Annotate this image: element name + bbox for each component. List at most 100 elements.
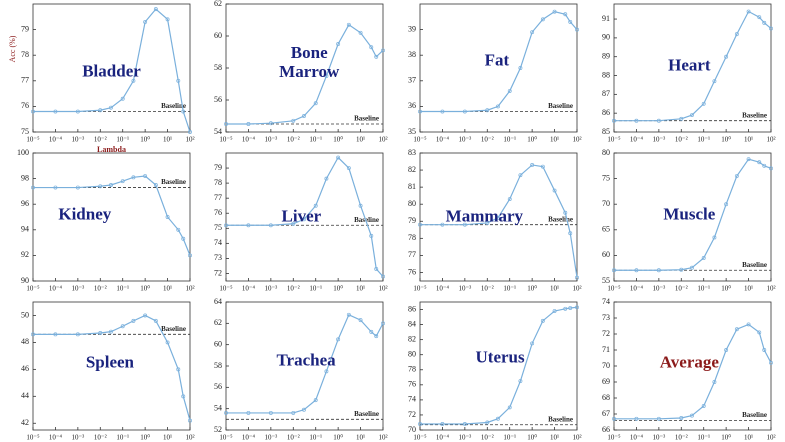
x-tick-label: 10⁻¹ xyxy=(116,285,129,293)
data-point xyxy=(268,223,273,228)
data-point xyxy=(656,268,661,273)
data-point xyxy=(246,410,251,415)
x-tick-label: 10⁰ xyxy=(527,434,537,442)
data-point xyxy=(575,305,579,310)
x-tick-label: 10⁻⁵ xyxy=(607,434,621,442)
data-point xyxy=(181,236,186,241)
data-point xyxy=(724,202,729,207)
x-tick-label: 10⁻³ xyxy=(264,136,277,144)
data-point xyxy=(563,210,568,215)
data-point xyxy=(53,332,58,337)
data-point xyxy=(712,79,717,84)
x-tick-label: 10⁻¹ xyxy=(309,285,322,293)
data-point xyxy=(120,324,125,329)
y-tick-label: 56 xyxy=(214,382,222,391)
x-tick-label: 10² xyxy=(766,136,775,144)
data-point xyxy=(120,179,125,184)
y-tick-label: 35 xyxy=(408,127,416,136)
data-point xyxy=(291,221,296,226)
data-point xyxy=(381,48,385,53)
x-tick-label: 10⁻³ xyxy=(652,136,665,144)
plot-frame xyxy=(419,3,578,133)
baseline-label: Baseline xyxy=(742,111,767,119)
data-point xyxy=(418,422,422,426)
x-tick-label: 10⁻³ xyxy=(458,285,471,293)
x-tick-label: 10⁻⁴ xyxy=(436,434,450,442)
data-point xyxy=(568,306,573,310)
x-axis-label: Lambda xyxy=(97,145,126,154)
y-tick-label: 79 xyxy=(21,24,29,33)
data-line xyxy=(420,306,578,425)
x-tick-label: 10⁻¹ xyxy=(309,434,322,442)
x-tick-label: 10⁻¹ xyxy=(116,136,129,144)
data-point xyxy=(656,416,661,421)
y-tick-label: 74 xyxy=(214,238,222,247)
data-point xyxy=(324,369,329,374)
data-point xyxy=(496,215,500,220)
y-tick-label: 58 xyxy=(214,361,222,370)
y-tick-label: 80 xyxy=(602,148,610,157)
data-point xyxy=(518,66,523,70)
y-tick-label: 54 xyxy=(214,127,222,136)
x-tick-label: 10⁻² xyxy=(675,285,688,293)
x-tick-label: 10⁰ xyxy=(140,434,150,442)
data-point xyxy=(176,227,181,232)
data-line xyxy=(614,323,772,420)
data-point xyxy=(302,217,306,222)
y-tick-label: 78 xyxy=(408,233,416,242)
y-tick-label: 70 xyxy=(602,199,610,208)
x-tick-label: 10⁻⁴ xyxy=(436,136,450,144)
data-point xyxy=(313,398,318,403)
x-tick-label: 10⁻² xyxy=(675,434,688,442)
x-tick-label: 10¹ xyxy=(550,434,559,442)
y-tick-label: 38 xyxy=(408,50,416,59)
data-point xyxy=(181,109,186,114)
y-tick-label: 64 xyxy=(214,297,222,306)
y-tick-label: 54 xyxy=(214,403,222,412)
y-tick-label: 75 xyxy=(21,127,29,136)
data-point xyxy=(563,306,568,311)
y-tick-label: 81 xyxy=(408,182,416,191)
y-tick-label: 75 xyxy=(602,173,610,182)
x-tick-label: 10¹ xyxy=(163,434,172,442)
panel-title: Muscle xyxy=(663,204,716,224)
y-tick-label: 92 xyxy=(21,250,29,259)
x-tick-label: 10⁰ xyxy=(721,136,731,144)
panel-title: Average xyxy=(659,352,719,372)
data-point xyxy=(143,19,148,24)
data-point xyxy=(381,321,385,326)
x-tick-label: 10⁻⁵ xyxy=(26,285,40,293)
data-point xyxy=(701,404,706,408)
y-tick-label: 100 xyxy=(17,148,29,157)
data-point xyxy=(374,334,379,339)
data-point xyxy=(552,188,557,193)
x-tick-label: 10⁻⁵ xyxy=(219,434,233,442)
y-tick-label: 42 xyxy=(21,418,29,427)
x-tick-label: 10¹ xyxy=(744,434,753,442)
data-point xyxy=(746,322,751,327)
data-point xyxy=(165,17,170,22)
plot-frame xyxy=(32,301,191,431)
data-point xyxy=(188,418,192,423)
x-tick-label: 10⁻¹ xyxy=(503,434,516,442)
data-point xyxy=(313,203,318,208)
data-point xyxy=(540,318,545,323)
data-point xyxy=(75,332,80,337)
x-tick-label: 10⁻⁵ xyxy=(413,434,427,442)
data-point xyxy=(712,380,717,384)
x-tick-label: 10⁻¹ xyxy=(697,434,710,442)
x-tick-label: 10⁰ xyxy=(333,285,343,293)
y-tick-label: 75 xyxy=(214,223,222,232)
x-tick-label: 10¹ xyxy=(356,285,365,293)
baseline-label: Baseline xyxy=(548,102,573,110)
data-line xyxy=(420,11,578,113)
y-tick-label: 58 xyxy=(214,63,222,72)
data-point xyxy=(336,155,341,160)
data-point xyxy=(131,78,136,83)
data-point xyxy=(336,337,341,342)
data-point xyxy=(268,410,273,415)
data-point xyxy=(358,30,363,35)
y-axis-label: Acc (%) xyxy=(8,35,17,62)
data-point xyxy=(324,74,329,78)
x-tick-label: 10¹ xyxy=(744,285,753,293)
